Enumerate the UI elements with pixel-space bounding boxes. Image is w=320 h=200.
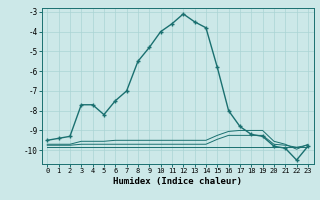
X-axis label: Humidex (Indice chaleur): Humidex (Indice chaleur)	[113, 177, 242, 186]
